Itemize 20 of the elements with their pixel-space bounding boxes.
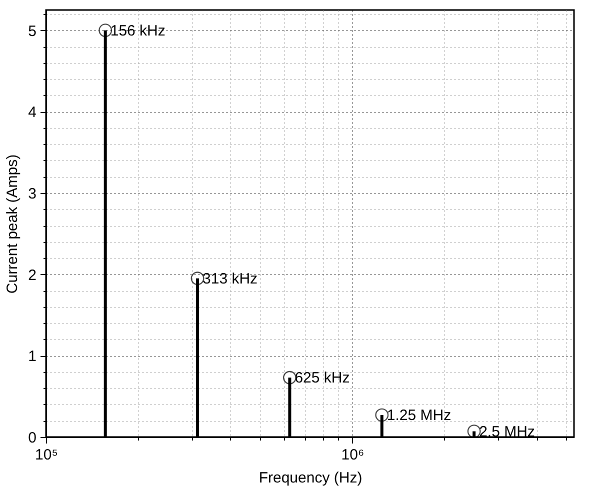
point bbox=[190, 272, 204, 286]
y-tick-label: 2 bbox=[28, 266, 36, 284]
point bbox=[467, 424, 481, 438]
y-axis-title: Current peak (Amps) bbox=[4, 154, 22, 294]
annotation: 625 kHz bbox=[294, 370, 350, 387]
point bbox=[375, 408, 389, 422]
annotation: 156 kHz bbox=[110, 22, 166, 40]
x-axis-title: Frequency (Hz) bbox=[258, 470, 362, 486]
annotation: 1.25 MHz bbox=[386, 407, 452, 424]
annotation: 313 kHz bbox=[202, 270, 258, 288]
x-tick-label: 10⁵ bbox=[35, 446, 58, 464]
y-tick-label: 1 bbox=[28, 348, 36, 366]
y-tick-label: 4 bbox=[28, 104, 36, 122]
point bbox=[98, 24, 112, 38]
x-tick-label: 10⁶ bbox=[341, 446, 364, 464]
y-tick-label: 3 bbox=[28, 186, 36, 202]
y-tick-label: 0 bbox=[28, 430, 36, 446]
annotation: 2.5 MHz bbox=[479, 423, 535, 440]
y-tick-label: 5 bbox=[28, 22, 36, 40]
point bbox=[282, 370, 296, 384]
